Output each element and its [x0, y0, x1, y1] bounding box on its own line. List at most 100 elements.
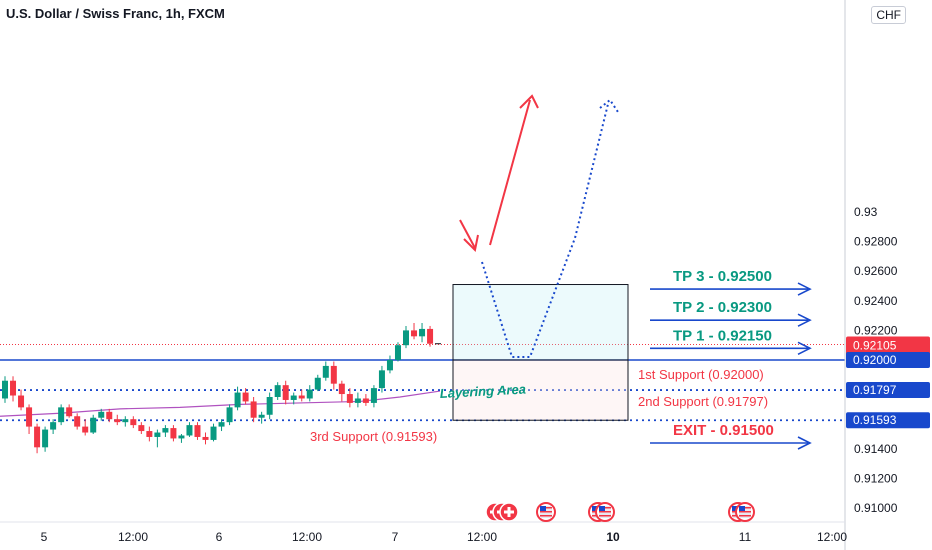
candle[interactable] [186, 422, 193, 437]
candle[interactable] [427, 325, 434, 347]
candle[interactable] [411, 323, 418, 340]
candle[interactable] [330, 361, 337, 390]
candle[interactable] [122, 416, 129, 427]
candle[interactable] [419, 323, 426, 343]
price-axis[interactable]: 0.91000 0.91200 0.91400 0.92200 0.92400 0.926… [844, 0, 930, 550]
candle[interactable] [226, 404, 233, 426]
time-axis[interactable]: 5 12:00 6 12:00 7 12:00 10 11 12:00 [0, 521, 847, 544]
price-tick-label: 0.92600 [854, 264, 898, 278]
flag-us-canton [599, 506, 605, 511]
candle[interactable] [98, 408, 105, 421]
candle[interactable] [362, 394, 369, 406]
candle[interactable] [282, 380, 289, 405]
candle-body [122, 419, 129, 423]
candle[interactable] [170, 425, 177, 442]
candle[interactable] [322, 361, 329, 381]
candle[interactable] [114, 414, 121, 426]
candle[interactable] [274, 382, 281, 400]
candle[interactable] [202, 432, 209, 445]
loss-zone [452, 359, 629, 421]
candle[interactable] [194, 422, 201, 440]
support-levels: 1st Support (0.92000) 2nd Support (0.9179… [0, 343, 845, 444]
candle[interactable] [10, 376, 17, 402]
candle[interactable] [154, 429, 161, 448]
candle[interactable] [234, 386, 241, 411]
price-tag [846, 352, 930, 368]
candle[interactable] [178, 434, 185, 443]
position-box[interactable] [452, 284, 629, 421]
time-tick-label: 5 [41, 530, 48, 544]
target-label: TP 2 - 0.92300 [673, 299, 772, 316]
candle-body [194, 425, 201, 437]
target-arrow: TP 3 - 0.92500 [650, 268, 812, 296]
projected-path-arrowhead [599, 98, 619, 113]
candle[interactable] [306, 385, 313, 402]
candle[interactable] [298, 389, 305, 402]
candle[interactable] [106, 408, 113, 423]
price-tick-label: 0.91000 [854, 501, 898, 515]
candle-body [170, 428, 177, 439]
red-up-arrow-line [489, 99, 531, 246]
target-label: EXIT - 0.91500 [673, 422, 774, 439]
candle[interactable] [258, 411, 265, 424]
candle[interactable] [338, 380, 345, 402]
candle[interactable] [403, 325, 409, 349]
economic-events[interactable] [485, 502, 755, 522]
candle[interactable] [162, 425, 169, 437]
candle[interactable] [210, 423, 217, 442]
candle-body [210, 426, 217, 440]
candle-body [282, 385, 289, 400]
candle[interactable] [242, 388, 249, 405]
candle[interactable] [386, 355, 393, 374]
candle-body [202, 436, 209, 440]
candle-body [218, 422, 225, 427]
candle[interactable] [218, 419, 225, 432]
candle-body [34, 426, 41, 448]
price-tick-label: 0.93 [854, 205, 878, 219]
candle[interactable] [74, 413, 81, 430]
candle[interactable] [18, 389, 25, 411]
candle-body [178, 435, 185, 439]
candle[interactable] [354, 392, 361, 408]
price-tick-label: 0.92800 [854, 235, 898, 249]
candle[interactable] [378, 365, 385, 393]
price-tick-label: 0.91200 [854, 471, 898, 485]
candle[interactable] [82, 419, 89, 436]
candle[interactable] [394, 342, 401, 362]
target-arrows: TP 3 - 0.92500 TP 2 - 0.92300 TP 1 - 0.921… [650, 268, 812, 450]
candle[interactable] [266, 392, 273, 420]
candle[interactable] [314, 374, 321, 392]
event-flag-us-icon[interactable] [536, 502, 556, 522]
candle[interactable] [290, 392, 297, 405]
candle[interactable] [370, 385, 377, 408]
target-arrow-head [797, 341, 812, 355]
currency-badge[interactable]: CHF [871, 6, 906, 24]
candle[interactable] [2, 376, 8, 403]
candle[interactable] [90, 414, 97, 434]
event-flag-ch-icon[interactable] [499, 502, 519, 522]
candle-body [419, 328, 426, 337]
candle[interactable] [26, 404, 33, 434]
candle[interactable] [50, 419, 57, 434]
candle[interactable] [250, 397, 257, 423]
price-tick-label: 0.92400 [854, 294, 898, 308]
event-flag-us-icon[interactable] [595, 502, 615, 522]
candles[interactable] [2, 323, 441, 454]
candle[interactable] [42, 426, 49, 452]
candle-body [322, 365, 329, 378]
candle[interactable] [34, 423, 41, 454]
flag-ch-cross-v [507, 507, 511, 517]
candle[interactable] [138, 422, 145, 434]
candle[interactable] [58, 404, 65, 426]
candle[interactable] [346, 388, 353, 408]
candle-body [82, 426, 89, 433]
candle[interactable] [66, 404, 73, 418]
price-tick-label: 0.91400 [854, 442, 898, 456]
time-tick-label: 12:00 [118, 530, 148, 544]
candle[interactable] [146, 426, 153, 442]
candle[interactable] [130, 416, 137, 429]
event-flag-us-icon[interactable] [735, 502, 755, 522]
candle-body [18, 395, 25, 408]
support-label-1: 1st Support (0.92000) [638, 367, 764, 382]
